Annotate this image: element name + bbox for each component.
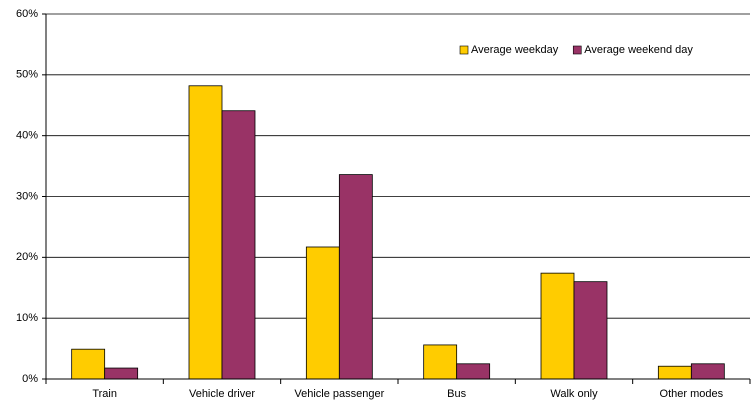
bar	[221, 110, 256, 380]
y-tick-label: 40%	[16, 130, 38, 142]
bar	[540, 272, 575, 380]
x-tick-label: Other modes	[660, 388, 724, 400]
x-tick-label: Vehicle driver	[189, 388, 255, 400]
bar	[338, 174, 373, 380]
bar	[456, 363, 491, 380]
y-tick-label: 20%	[16, 251, 38, 263]
y-tick-label: 50%	[16, 69, 38, 81]
legend-label: Average weekday	[471, 44, 559, 56]
x-tick-label: Walk only	[550, 388, 598, 400]
bar	[573, 281, 608, 380]
y-tick-label: 10%	[16, 312, 38, 324]
bar	[188, 85, 223, 380]
x-tick-label: Bus	[447, 388, 466, 400]
bar	[657, 365, 692, 380]
bar	[71, 348, 106, 380]
y-tick-label: 0%	[22, 373, 38, 385]
legend-label: Average weekend day	[584, 44, 693, 56]
x-tick-label: Vehicle passenger	[294, 388, 384, 400]
bar	[690, 363, 725, 380]
bar	[305, 246, 340, 380]
bar	[423, 344, 458, 380]
y-tick-label: 30%	[16, 190, 38, 202]
legend-swatch	[459, 45, 469, 55]
x-tick-label: Train	[92, 388, 117, 400]
y-tick-label: 60%	[16, 8, 38, 20]
legend-swatch	[572, 45, 582, 55]
bar	[104, 367, 139, 380]
